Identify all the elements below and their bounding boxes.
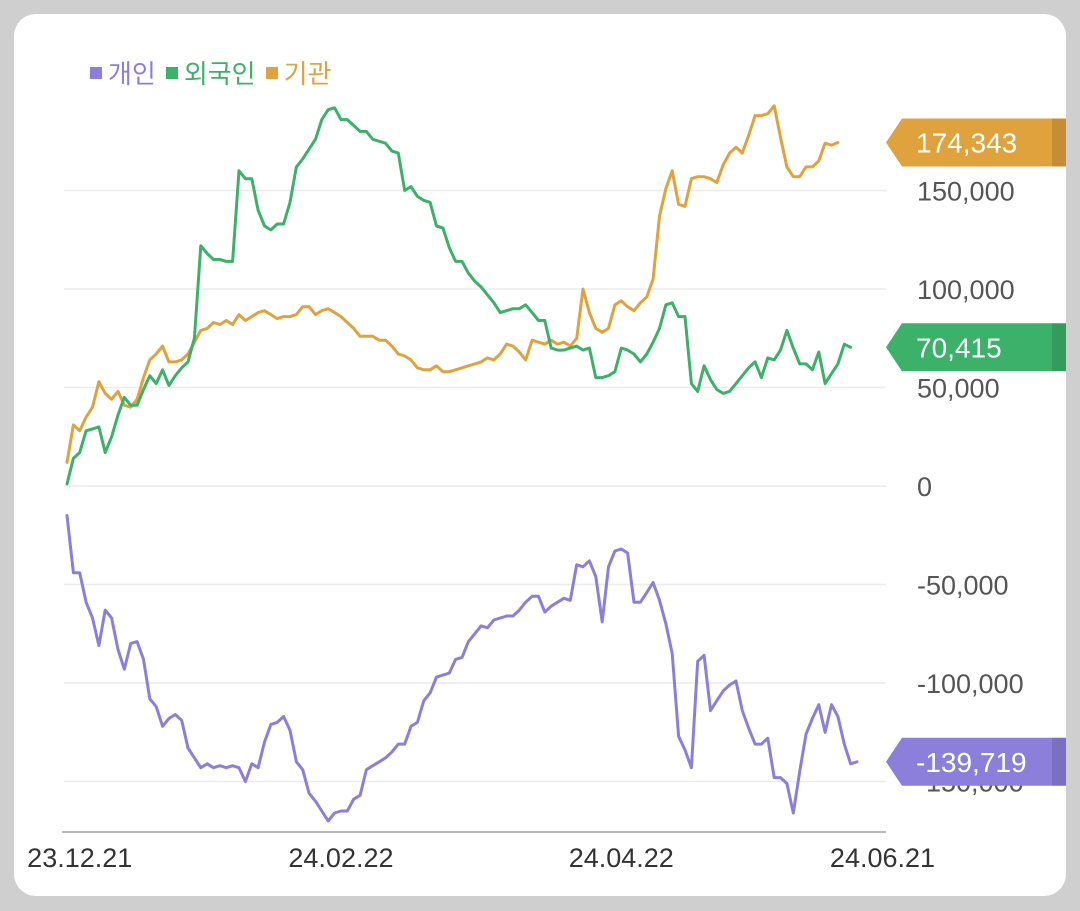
chart-plot: 150,000100,00050,0000-50,000-100,000-150… (27, 104, 1066, 873)
legend-item-individual[interactable]: 개인 (90, 54, 156, 91)
tag-edge (1052, 737, 1066, 786)
y-tick-label: 150,000 (917, 177, 1015, 207)
tag-label: -139,719 (916, 747, 1027, 778)
x-tick-label: 24.04.22 (569, 843, 674, 873)
legend-item-foreign[interactable]: 외국인 (165, 54, 256, 91)
legend-item-institution[interactable]: 기관 (265, 54, 332, 91)
tag-label: 70,415 (916, 332, 1002, 363)
tag-edge (1052, 118, 1066, 167)
legend-label-foreign: 외국인 (183, 59, 256, 89)
tag-shape (886, 118, 1066, 167)
legend: 개인 외국인 기관 (90, 54, 331, 91)
series-line-1[interactable] (65, 106, 853, 486)
legend-label-individual: 개인 (108, 59, 156, 89)
x-tick-label: 24.06.21 (830, 843, 935, 873)
series-lines (65, 104, 859, 823)
series-line-2[interactable] (65, 104, 840, 464)
x-axis: 23.12.21 24.02.22 24.04.22 24.06.21 (27, 831, 935, 873)
last-value-tag-2: 174,343 (886, 118, 1066, 167)
legend-swatch-individual (90, 66, 102, 79)
tag-label: 174,343 (916, 128, 1017, 159)
y-tick-label: -100,000 (917, 669, 1024, 699)
y-tick-label: 0 (917, 472, 932, 502)
last-value-tag-0: -139,719 (886, 737, 1066, 786)
last-value-tag-1: 70,415 (886, 323, 1066, 372)
y-tick-label: 50,000 (917, 374, 1000, 404)
x-tick-label: 23.12.21 (27, 843, 132, 873)
legend-swatch-institution (265, 66, 278, 79)
tag-shape (886, 737, 1066, 786)
last-value-tags: -139,719 70,415 174,343 (886, 118, 1066, 786)
legend-label-institution: 기관 (283, 59, 332, 89)
y-tick-label: -50,000 (917, 571, 1009, 601)
y-axis-labels: 150,000100,00050,0000-50,000-100,000-150… (917, 177, 1024, 798)
legend-swatch-foreign (165, 66, 178, 79)
chart-card: 개인 외국인 기관 150,000 100,000 50,000 0 -50,000 -1… (14, 14, 1066, 896)
series-line-0[interactable] (65, 514, 859, 823)
x-tick-label: 24.02.22 (288, 843, 393, 873)
tag-edge (1052, 323, 1066, 372)
y-tick-label: 100,000 (917, 275, 1015, 305)
grid-lines (64, 189, 886, 783)
tag-shape (886, 323, 1066, 372)
